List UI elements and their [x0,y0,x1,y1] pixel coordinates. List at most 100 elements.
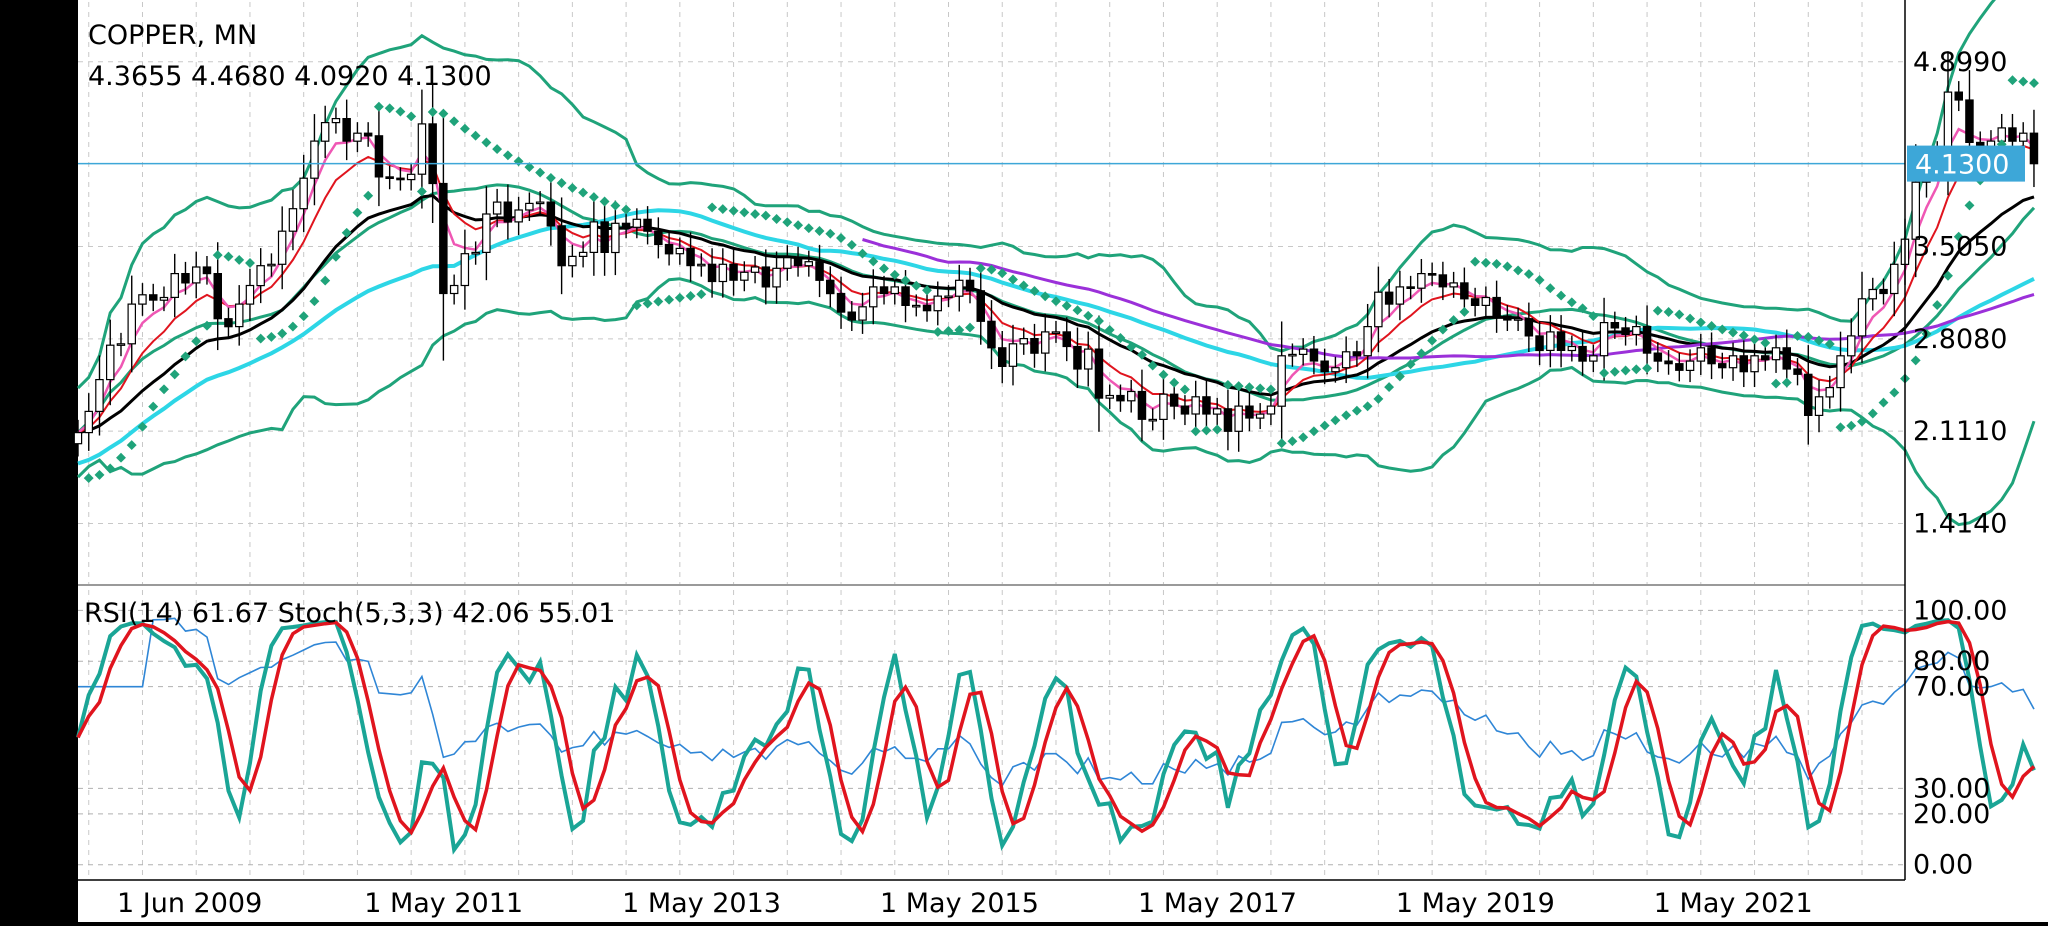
sar-dot [1685,313,1696,324]
sar-dot [1233,381,1244,392]
candle-up [245,284,255,305]
sar-dot [1502,261,1513,272]
candle-up [1696,347,1706,362]
sar-dot [1867,408,1878,419]
osc-tick-label: 70.00 [1913,672,1990,703]
candle-down [1202,396,1211,415]
candle-down [1621,327,1630,336]
candle-up [1040,331,1050,354]
candle-down [1352,351,1362,357]
sar-dot [1201,425,1212,436]
candle-down [643,218,652,232]
sar-dot [1534,275,1545,285]
sar-dot [1588,311,1599,322]
candle-up [449,284,459,295]
price-tick-label: 1.4140 [1913,509,2007,540]
oscillator-lines [76,617,2036,855]
sar-dot [320,275,331,286]
sar-dot [1652,305,1663,316]
candlesticks [73,51,2039,457]
candle-down [1578,345,1587,362]
sar-dot [696,289,707,300]
sar-dot [1566,297,1577,308]
sar-dot [1040,291,1051,302]
sar-dot [1104,324,1115,335]
candle-up [116,343,126,346]
candle-up [1943,91,1953,155]
candle-up [858,306,867,321]
osc-tick-label: 20.00 [1913,799,1990,830]
candle-down [1116,394,1125,402]
sar-dot [524,162,535,173]
price-tick-label: 4.8990 [1913,47,2007,78]
candle-up [911,304,921,308]
candle-up [95,379,104,413]
candle-up [1374,291,1383,328]
candle-up [578,251,588,257]
candle-down [965,279,975,292]
candle-down [1664,360,1673,365]
sar-dot [277,328,288,339]
sar-dot [578,187,589,198]
candle-up [890,286,899,295]
candle-down [825,279,835,295]
sar-dot [556,178,567,188]
sar-dot [1760,337,1771,348]
candle-up [159,296,169,301]
sar-dot [954,325,965,335]
candle-up [1341,351,1351,369]
chart-frame [78,0,1906,881]
sar-dot [1824,339,1835,349]
candle-down [1223,408,1233,432]
sar-dot [1298,432,1309,443]
candle-down [1320,360,1329,373]
sar-dot [1437,324,1448,335]
stoch-main-line [76,618,2036,855]
candle-up [1889,263,1899,295]
sar-dot [1835,422,1846,433]
candle-down [503,201,513,223]
candle-up [632,218,642,228]
sar-dot [1008,274,1018,285]
sar-dot [567,182,578,193]
candle-down [396,177,405,181]
sar-dot [997,268,1008,279]
sar-dot [707,202,718,213]
candle-down [1030,338,1039,354]
sar-dot [341,227,352,238]
candle-up [1836,355,1845,389]
sar-dot [212,250,223,261]
candle-down [1406,286,1415,289]
sar-dot [1781,377,1792,388]
sar-dot [793,220,804,231]
sar-dot [1663,307,1674,317]
candle-down [987,320,996,349]
sar-dot [180,351,191,362]
candle-up [589,221,599,253]
candle-down [707,263,717,283]
sar-dot [1083,310,1094,321]
candle-up [84,410,93,434]
sar-dot [287,321,298,332]
sar-dot [599,196,610,207]
candle-up [406,173,416,181]
candle-up [331,117,341,124]
sar-dot [1513,265,1524,276]
sar-dot [309,296,320,307]
candle-up [1513,318,1523,321]
candle-up [482,213,491,254]
sar-dot [1276,438,1287,449]
candle-down [1470,298,1480,306]
sar-dot [1169,377,1180,388]
candle-down [1610,322,1620,329]
sar-dot [266,331,277,342]
candle-up [1331,367,1340,373]
sar-dot [1857,416,1867,427]
date-tick-label: 1 May 2017 [1138,888,1297,919]
candle-down [1653,352,1663,362]
candle-down [224,318,233,328]
candle-down [1245,405,1254,419]
sar-dot [1051,296,1061,307]
sar-dot [535,167,546,178]
